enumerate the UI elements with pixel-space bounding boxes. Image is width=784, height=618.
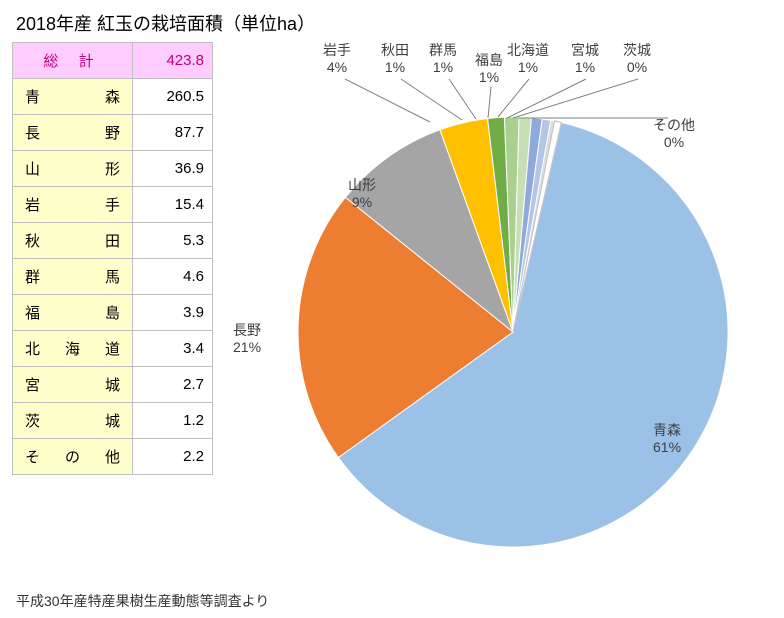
row-label-cell: その他 bbox=[13, 439, 133, 475]
row-value-cell: 2.2 bbox=[133, 439, 213, 475]
row-label-cell: 山形 bbox=[13, 151, 133, 187]
pie-slice-label: 福島1% bbox=[475, 52, 503, 86]
table-row: 青森260.5 bbox=[13, 79, 213, 115]
row-value-cell: 36.9 bbox=[133, 151, 213, 187]
data-table: 総 計 423.8 青森260.5長野87.7山形36.9岩手15.4秋田5.3… bbox=[12, 42, 213, 475]
pie-slice-label: 山形9% bbox=[348, 177, 376, 211]
row-label-cell: 岩手 bbox=[13, 187, 133, 223]
pie-slice-label: 岩手4% bbox=[323, 42, 351, 76]
pie-slice-label: 青森61% bbox=[653, 422, 681, 456]
pie-slice-label: 宮城1% bbox=[571, 42, 599, 76]
pie-slice-label: 茨城0% bbox=[623, 42, 651, 76]
table-row: 福島3.9 bbox=[13, 295, 213, 331]
page-title: 2018年産 紅玉の栽培面積（単位ha） bbox=[16, 10, 772, 36]
row-label-cell: 長野 bbox=[13, 115, 133, 151]
row-value-cell: 15.4 bbox=[133, 187, 213, 223]
leader-line bbox=[513, 79, 638, 118]
row-value-cell: 87.7 bbox=[133, 115, 213, 151]
row-label-cell: 青森 bbox=[13, 79, 133, 115]
pie-slice-label: 北海道1% bbox=[507, 42, 549, 76]
row-value-cell: 2.7 bbox=[133, 367, 213, 403]
data-table-wrap: 総 計 423.8 青森260.5長野87.7山形36.9岩手15.4秋田5.3… bbox=[12, 42, 213, 587]
pie-chart-wrap: 青森61% 長野21% 山形9% 岩手4% 秋田1% 群馬1% 福島1%北海道1% 宮城1% 茨… bbox=[213, 42, 773, 587]
row-value-cell: 260.5 bbox=[133, 79, 213, 115]
row-label-cell: 宮城 bbox=[13, 367, 133, 403]
row-label-cell: 福島 bbox=[13, 295, 133, 331]
pie-slice-label: 秋田1% bbox=[381, 42, 409, 76]
leader-line bbox=[449, 79, 476, 119]
pie-slice-label: その他0% bbox=[653, 117, 695, 151]
table-header-row: 総 計 423.8 bbox=[13, 43, 213, 79]
pie-slice-label: 長野21% bbox=[233, 322, 261, 356]
row-value-cell: 3.4 bbox=[133, 331, 213, 367]
row-value-cell: 1.2 bbox=[133, 403, 213, 439]
header-value-cell: 423.8 bbox=[133, 43, 213, 79]
leader-line bbox=[345, 79, 430, 122]
chart-container: 2018年産 紅玉の栽培面積（単位ha） 総 計 423.8 青森260.5長野… bbox=[0, 0, 784, 618]
table-row: 山形36.9 bbox=[13, 151, 213, 187]
row-label-cell: 茨城 bbox=[13, 403, 133, 439]
row-label-cell: 秋田 bbox=[13, 223, 133, 259]
row-value-cell: 4.6 bbox=[133, 259, 213, 295]
table-row: 長野87.7 bbox=[13, 115, 213, 151]
table-row: 群馬4.6 bbox=[13, 259, 213, 295]
pie-slice-label: 群馬1% bbox=[429, 42, 457, 76]
table-row: 北海道3.4 bbox=[13, 331, 213, 367]
table-row: 岩手15.4 bbox=[13, 187, 213, 223]
leader-line bbox=[488, 87, 491, 118]
row-value-cell: 5.3 bbox=[133, 223, 213, 259]
header-label-cell: 総 計 bbox=[13, 43, 133, 79]
footnote: 平成30年産特産果樹生産動態等調査より bbox=[16, 591, 772, 611]
table-row: 茨城1.2 bbox=[13, 403, 213, 439]
table-row: 宮城2.7 bbox=[13, 367, 213, 403]
row-label-cell: 北海道 bbox=[13, 331, 133, 367]
table-row: 秋田5.3 bbox=[13, 223, 213, 259]
row-label-cell: 群馬 bbox=[13, 259, 133, 295]
table-row: その他2.2 bbox=[13, 439, 213, 475]
content-row: 総 計 423.8 青森260.5長野87.7山形36.9岩手15.4秋田5.3… bbox=[12, 42, 772, 587]
row-value-cell: 3.9 bbox=[133, 295, 213, 331]
